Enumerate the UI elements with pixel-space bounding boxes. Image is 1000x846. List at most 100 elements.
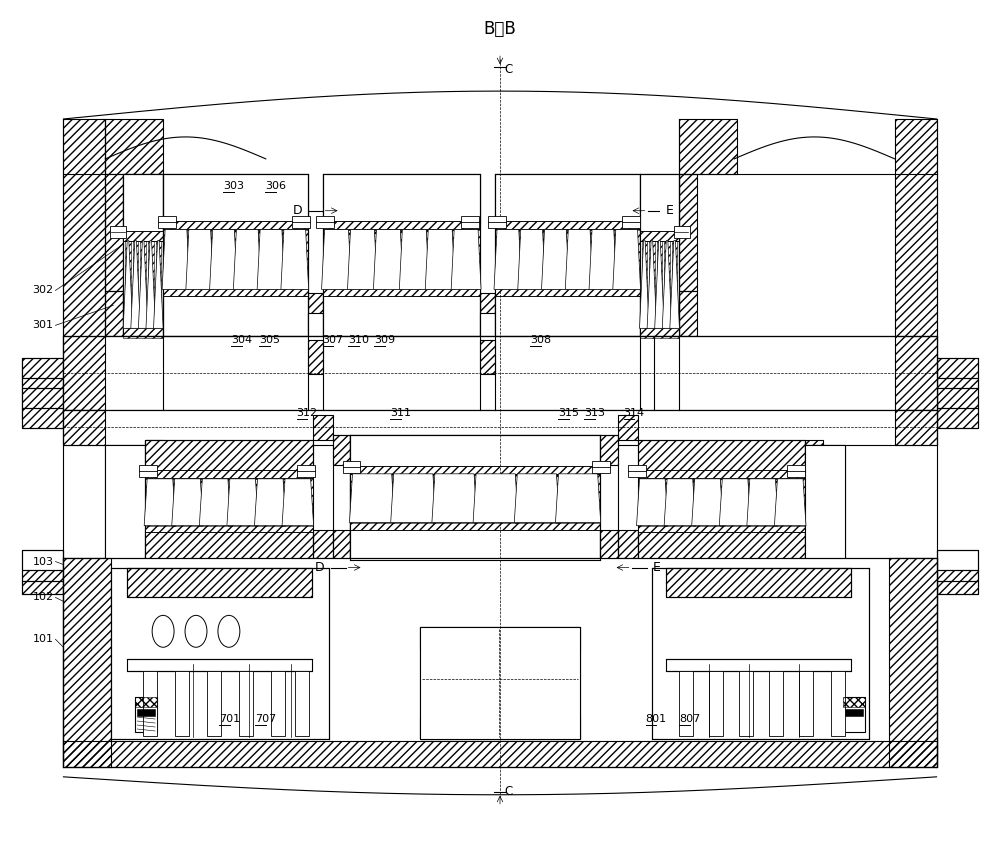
Polygon shape — [542, 229, 569, 289]
Bar — [495, 288, 640, 296]
Polygon shape — [640, 240, 649, 328]
Polygon shape — [254, 479, 286, 525]
Bar — [105, 445, 145, 559]
Polygon shape — [555, 474, 601, 523]
Bar — [163, 288, 308, 296]
Text: 305: 305 — [259, 335, 280, 345]
Bar — [137, 709, 155, 716]
Polygon shape — [210, 229, 237, 289]
Bar — [343, 461, 360, 473]
Bar — [805, 555, 823, 563]
Bar — [211, 229, 236, 289]
Bar — [452, 229, 480, 289]
Bar — [323, 173, 480, 337]
Bar — [666, 568, 851, 597]
Bar — [158, 216, 176, 228]
Bar — [145, 530, 313, 563]
Bar — [133, 240, 138, 328]
Bar — [63, 558, 111, 766]
Polygon shape — [451, 229, 481, 289]
Bar — [679, 173, 697, 291]
Bar — [323, 229, 350, 289]
Bar — [461, 216, 479, 228]
Bar — [22, 405, 63, 420]
Bar — [640, 327, 679, 338]
Bar — [895, 410, 937, 445]
Bar — [145, 555, 163, 563]
Bar — [392, 474, 435, 523]
Bar — [748, 479, 777, 525]
Text: B－B: B－B — [484, 20, 516, 38]
Bar — [350, 522, 600, 530]
Polygon shape — [391, 474, 436, 523]
Polygon shape — [282, 479, 314, 525]
Bar — [657, 240, 662, 328]
Bar — [333, 435, 350, 464]
Bar — [110, 226, 126, 238]
Bar — [308, 313, 323, 337]
Bar — [308, 340, 323, 374]
Bar — [22, 408, 63, 428]
Bar — [845, 709, 863, 716]
Bar — [679, 119, 737, 173]
Bar — [258, 229, 284, 289]
Bar — [22, 360, 63, 375]
Bar — [618, 415, 638, 440]
Bar — [323, 288, 480, 296]
Bar — [283, 479, 313, 525]
Bar — [642, 240, 647, 328]
Bar — [600, 530, 618, 559]
Bar — [775, 479, 805, 525]
Bar — [200, 479, 230, 525]
Polygon shape — [747, 479, 778, 525]
Bar — [282, 229, 308, 289]
Bar — [228, 479, 257, 525]
Bar — [271, 671, 285, 736]
Bar — [63, 558, 937, 766]
Bar — [638, 524, 805, 531]
Bar — [135, 697, 157, 732]
Bar — [63, 337, 105, 410]
Bar — [600, 435, 618, 559]
Bar — [679, 671, 693, 736]
Polygon shape — [425, 229, 455, 289]
Text: D: D — [315, 561, 325, 574]
Bar — [22, 375, 63, 390]
Bar — [350, 466, 600, 474]
Bar — [333, 435, 350, 559]
Bar — [255, 479, 285, 525]
Bar — [652, 568, 869, 739]
Bar — [709, 671, 723, 736]
Bar — [889, 558, 937, 766]
Bar — [640, 327, 679, 338]
Bar — [292, 216, 310, 228]
Bar — [22, 358, 63, 428]
Text: 103: 103 — [32, 557, 53, 567]
Bar — [333, 530, 350, 559]
Bar — [123, 327, 163, 338]
Bar — [140, 240, 146, 328]
Bar — [672, 240, 677, 328]
Bar — [156, 240, 161, 328]
Bar — [22, 390, 63, 405]
Polygon shape — [162, 229, 190, 289]
Bar — [592, 461, 610, 473]
Bar — [313, 415, 333, 440]
Bar — [323, 221, 480, 228]
Bar — [63, 410, 937, 445]
Bar — [313, 530, 333, 558]
Bar — [843, 697, 865, 707]
Bar — [895, 119, 937, 358]
Bar — [22, 390, 63, 405]
Bar — [674, 226, 690, 238]
Bar — [805, 445, 845, 559]
Bar — [63, 410, 105, 445]
Polygon shape — [662, 240, 672, 328]
Bar — [374, 229, 402, 289]
Text: E: E — [665, 204, 673, 217]
Bar — [22, 360, 63, 375]
Bar — [664, 240, 670, 328]
Bar — [640, 173, 679, 239]
Bar — [420, 628, 580, 649]
Bar — [145, 524, 313, 531]
